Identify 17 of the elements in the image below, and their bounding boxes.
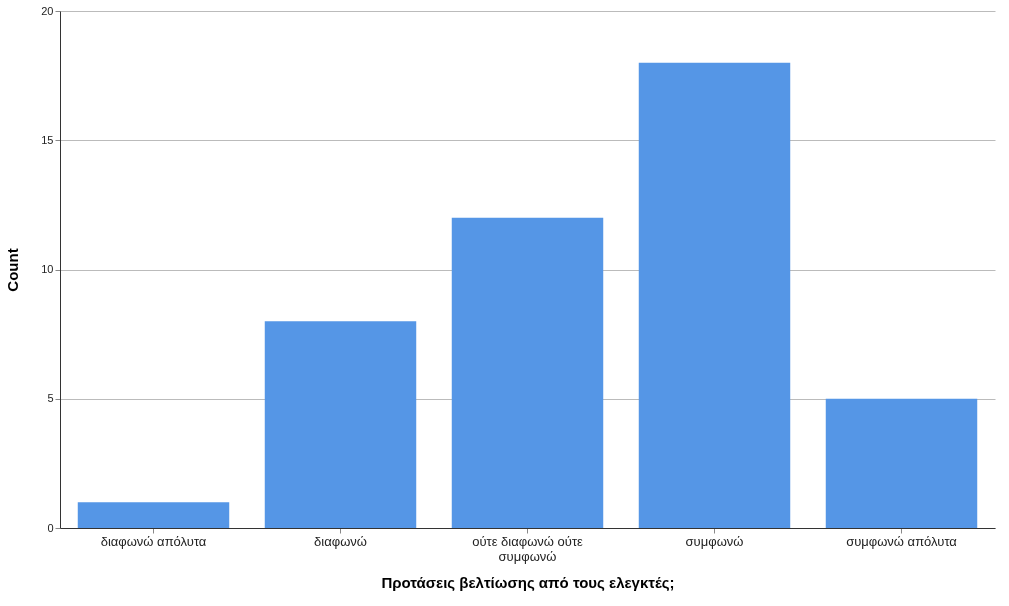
x-tick-label: συμφωνώ: [685, 533, 744, 549]
y-axis-title: Count: [4, 248, 22, 292]
x-axis-title: Προτάσεις βελτίωσης από τους ελεγκτές;: [381, 573, 675, 591]
y-tick-label: 0: [47, 521, 54, 534]
bar: [451, 217, 604, 528]
x-tick-label: διαφωνώ απόλυτα: [100, 533, 207, 549]
bar: [825, 398, 978, 528]
y-tick-label: 5: [47, 392, 54, 405]
x-tick-label: συμφωνώ απόλυτα: [846, 533, 958, 549]
x-tick-label: ούτε διαφωνώ ούτε συμφωνώ: [472, 533, 584, 564]
bar: [264, 321, 417, 528]
y-tick-label: 15: [41, 133, 54, 146]
y-tick-label: 20: [41, 4, 54, 17]
bar: [77, 502, 230, 528]
x-tick-label: διαφωνώ: [314, 533, 367, 549]
y-tick-label: 10: [41, 263, 54, 275]
bar: [638, 62, 791, 528]
